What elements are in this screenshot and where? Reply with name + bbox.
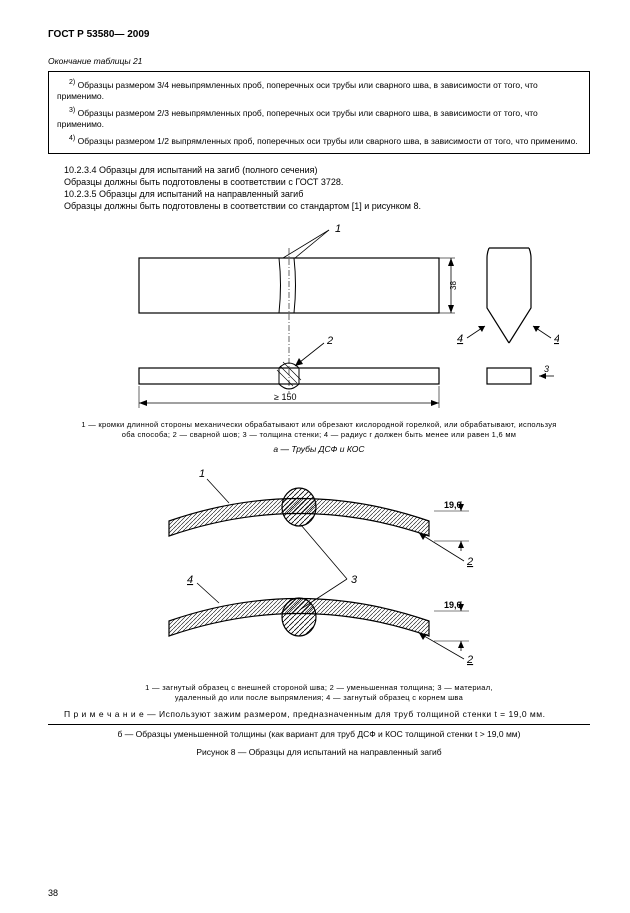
footnote-3: 3) Образцы размером 2/3 невыпрямленных п… bbox=[57, 106, 581, 131]
subcap-b: б — Образцы уменьшенной толщины (как вар… bbox=[48, 729, 590, 740]
figure-b-svg: 1 19,0 2 3 4 bbox=[109, 461, 529, 681]
figure-b-legend: 1 — загнутый образец с внешней стороной … bbox=[129, 683, 508, 703]
fig-b-label-4: 4 bbox=[187, 574, 193, 586]
fig-a-label-2: 2 bbox=[326, 335, 333, 347]
figure-a-svg: 1 38 4 4 2 bbox=[79, 218, 559, 418]
body-text: 10.2.3.4 Образцы для испытаний на загиб … bbox=[48, 164, 590, 213]
table-caption: Окончание таблицы 21 bbox=[48, 56, 590, 67]
note-text: П р и м е ч а н и е — Используют зажим р… bbox=[48, 709, 590, 725]
figure-a-legend: 1 — кромки длинной стороны механически о… bbox=[75, 420, 563, 440]
page-number: 38 bbox=[48, 887, 58, 899]
svg-text:38: 38 bbox=[449, 281, 458, 290]
fig-b-label-1: 1 bbox=[199, 468, 205, 480]
page: ГОСТ Р 53580— 2009 Окончание таблицы 21 … bbox=[0, 0, 630, 913]
footnote-box: 2) Образцы размером 3/4 невыпрямленных п… bbox=[48, 71, 590, 154]
fig-b-label-2b: 2 bbox=[466, 654, 473, 666]
fig-a-label-4b: 4 bbox=[554, 333, 559, 345]
doc-header: ГОСТ Р 53580— 2009 bbox=[48, 28, 590, 42]
para-std1: Образцы должны быть подготовлены в соотв… bbox=[48, 200, 590, 212]
para-gost3728: Образцы должны быть подготовлены в соотв… bbox=[48, 176, 590, 188]
fig-b-label-3: 3 bbox=[351, 574, 358, 586]
para-10-2-3-5: 10.2.3.5 Образцы для испытаний на направ… bbox=[48, 188, 590, 200]
footnote-2: 2) Образцы размером 3/4 невыпрямленных п… bbox=[57, 78, 581, 103]
fig-a-label-1: 1 bbox=[335, 223, 341, 235]
fig-b-dim-19-bot: 19,0 bbox=[444, 600, 462, 610]
fig-a-label-4a: 4 bbox=[457, 333, 463, 345]
fig-b-dim-19-top: 19,0 bbox=[444, 500, 462, 510]
figure-8-title: Рисунок 8 — Образцы для испытаний на нап… bbox=[48, 747, 590, 758]
fig-b-label-2a: 2 bbox=[466, 556, 473, 568]
para-10-2-3-4: 10.2.3.4 Образцы для испытаний на загиб … bbox=[48, 164, 590, 176]
fig-a-dim-150: ≥ 150 bbox=[274, 392, 296, 402]
fig-a-label-3: 3 bbox=[544, 364, 549, 374]
figure-a-subcap: а — Трубы ДСФ и КОС bbox=[48, 444, 590, 455]
footnote-4: 4) Образцы размером 1/2 выпрямленных про… bbox=[57, 134, 581, 147]
